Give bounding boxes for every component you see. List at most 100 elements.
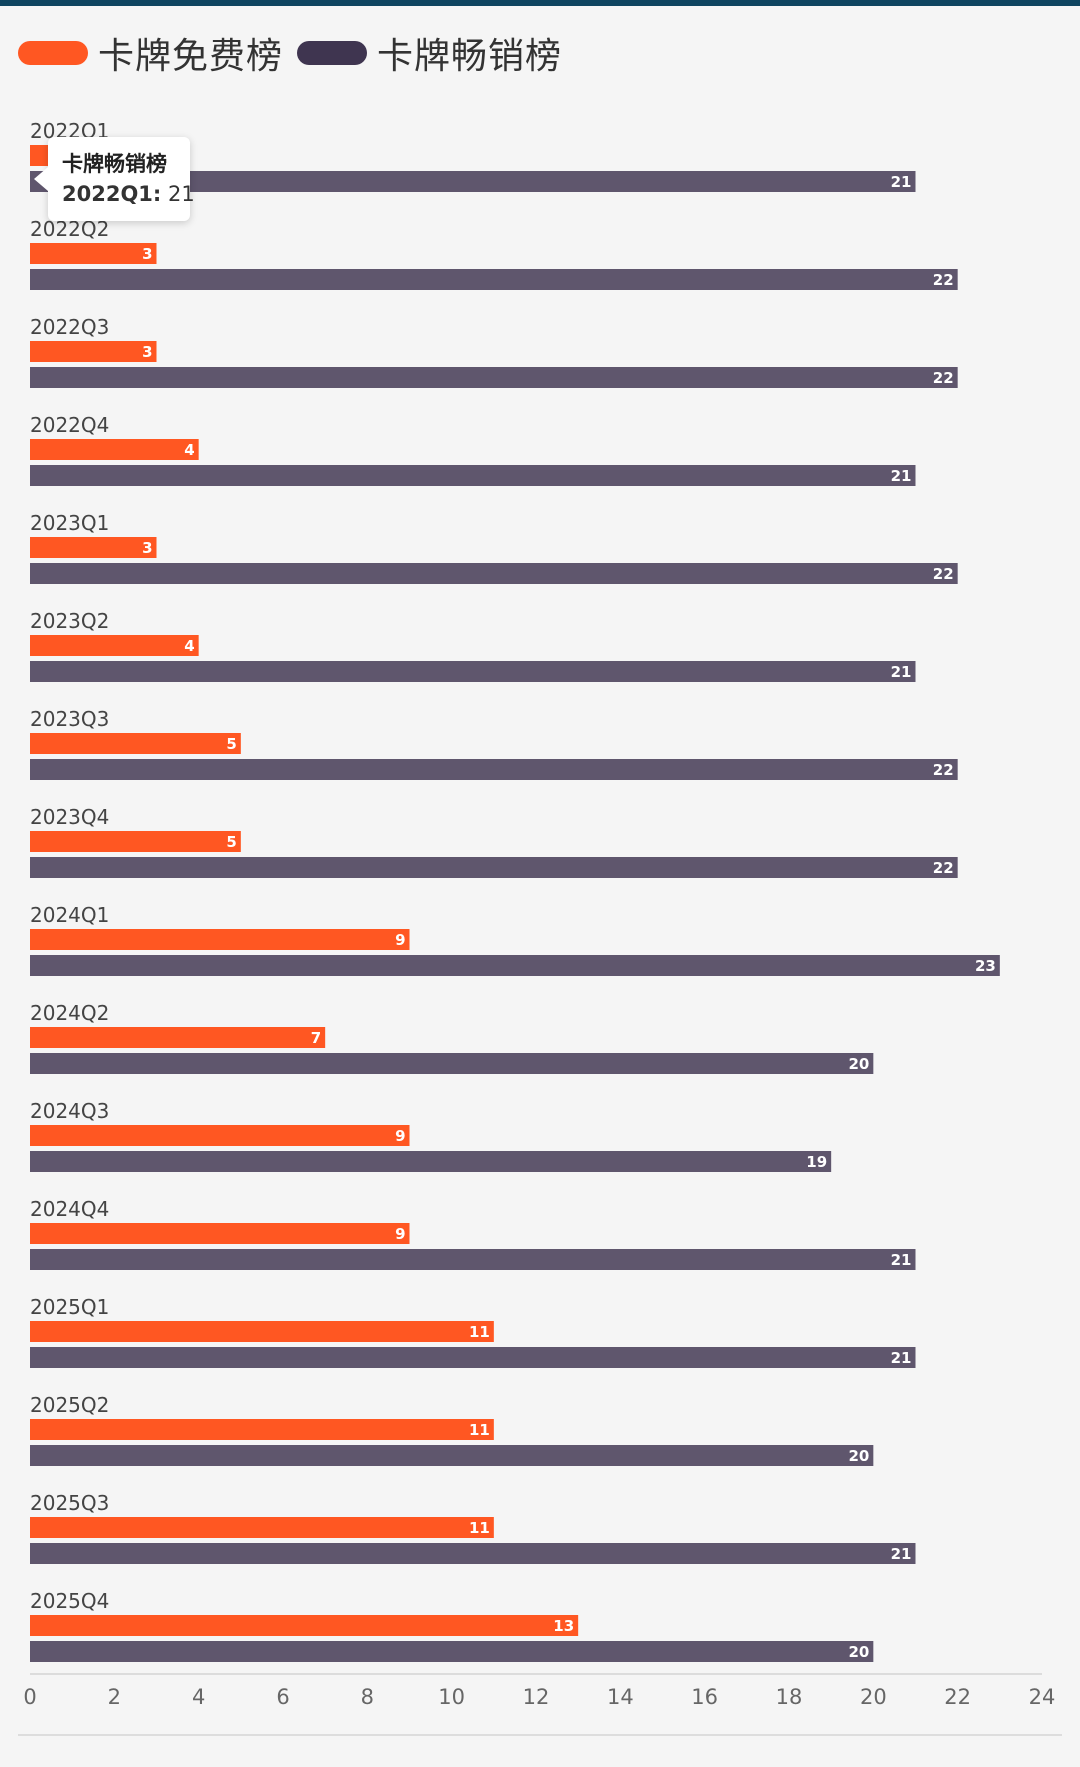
x-tick-label: 20 bbox=[860, 1685, 887, 1709]
x-tick-label: 16 bbox=[691, 1685, 718, 1709]
bar-free bbox=[30, 439, 199, 460]
data-label-sales: 20 bbox=[848, 1055, 869, 1073]
bar-sales bbox=[30, 1347, 916, 1368]
x-tick-label: 8 bbox=[361, 1685, 374, 1709]
data-label-sales: 21 bbox=[891, 663, 912, 681]
tooltip-category: 2022Q1: bbox=[62, 182, 162, 206]
data-label-free: 4 bbox=[184, 637, 194, 655]
data-label-free: 11 bbox=[469, 1323, 490, 1341]
bar-sales bbox=[30, 465, 916, 486]
tooltip-value: 21 bbox=[168, 182, 195, 206]
legend-swatch-free bbox=[18, 41, 88, 65]
bar-free bbox=[30, 243, 157, 264]
category-label: 2025Q2 bbox=[30, 1393, 109, 1417]
data-label-free: 13 bbox=[553, 1617, 574, 1635]
data-label-free: 9 bbox=[395, 931, 405, 949]
data-label-sales: 22 bbox=[933, 859, 954, 877]
data-label-sales: 22 bbox=[933, 271, 954, 289]
bar-free bbox=[30, 1615, 579, 1636]
data-label-sales: 23 bbox=[975, 957, 996, 975]
data-label-sales: 21 bbox=[891, 1349, 912, 1367]
legend-item-sales[interactable]: 卡牌畅销榜 bbox=[297, 27, 562, 79]
data-label-free: 7 bbox=[311, 1029, 321, 1047]
bar-sales bbox=[30, 269, 958, 290]
chart-tooltip: 卡牌畅销榜 2022Q1: 21 bbox=[34, 137, 195, 221]
bar-free bbox=[30, 1517, 494, 1538]
x-tick-label: 12 bbox=[523, 1685, 550, 1709]
data-label-free: 9 bbox=[395, 1127, 405, 1145]
bar-sales bbox=[30, 661, 916, 682]
bar-sales bbox=[30, 171, 916, 192]
tooltip-line: 2022Q1: 21 bbox=[62, 179, 195, 209]
category-label: 2023Q1 bbox=[30, 511, 109, 535]
bar-sales bbox=[30, 1445, 874, 1466]
bar-sales bbox=[30, 857, 958, 878]
bar-free bbox=[30, 1223, 410, 1244]
data-label-free: 4 bbox=[184, 441, 194, 459]
bar-free bbox=[30, 831, 241, 852]
bar-free bbox=[30, 733, 241, 754]
data-label-sales: 21 bbox=[891, 1545, 912, 1563]
category-label: 2025Q3 bbox=[30, 1491, 109, 1515]
bar-sales bbox=[30, 1151, 832, 1172]
bottom-divider bbox=[18, 1734, 1062, 1736]
data-label-free: 11 bbox=[469, 1421, 490, 1439]
data-label-sales: 21 bbox=[891, 1251, 912, 1269]
legend-label-sales: 卡牌畅销榜 bbox=[377, 36, 563, 77]
bar-sales bbox=[30, 759, 958, 780]
bar-free bbox=[30, 1321, 494, 1342]
bar-sales bbox=[30, 367, 958, 388]
category-label: 2024Q4 bbox=[30, 1197, 109, 1221]
data-label-free: 3 bbox=[142, 539, 152, 557]
category-label: 2024Q2 bbox=[30, 1001, 109, 1025]
x-tick-label: 6 bbox=[276, 1685, 289, 1709]
bar-sales bbox=[30, 955, 1000, 976]
data-label-sales: 20 bbox=[848, 1643, 869, 1661]
category-label: 2022Q3 bbox=[30, 315, 109, 339]
data-label-free: 5 bbox=[226, 735, 236, 753]
legend-swatch-sales bbox=[297, 41, 368, 65]
bar-sales bbox=[30, 563, 958, 584]
category-label: 2022Q4 bbox=[30, 413, 109, 437]
x-tick-label: 22 bbox=[944, 1685, 971, 1709]
data-label-sales: 21 bbox=[891, 173, 912, 191]
category-label: 2023Q2 bbox=[30, 609, 109, 633]
chart-legend: 卡牌免费榜 卡牌畅销榜 bbox=[18, 27, 576, 79]
bar-free bbox=[30, 635, 199, 656]
top-accent-bar bbox=[0, 0, 1080, 6]
data-label-free: 3 bbox=[142, 245, 152, 263]
data-label-sales: 20 bbox=[848, 1447, 869, 1465]
legend-label-free: 卡牌免费榜 bbox=[98, 36, 284, 77]
x-tick-label: 14 bbox=[607, 1685, 634, 1709]
data-label-sales: 22 bbox=[933, 565, 954, 583]
category-label: 2025Q1 bbox=[30, 1295, 109, 1319]
x-tick-label: 4 bbox=[192, 1685, 205, 1709]
bar-free-stub bbox=[30, 145, 48, 166]
x-tick-label: 24 bbox=[1029, 1685, 1056, 1709]
bar-sales bbox=[30, 1053, 874, 1074]
data-label-sales: 19 bbox=[806, 1153, 827, 1171]
data-label-free: 9 bbox=[395, 1225, 405, 1243]
x-tick-label: 2 bbox=[108, 1685, 121, 1709]
bar-sales bbox=[30, 1543, 916, 1564]
bar-free bbox=[30, 1125, 410, 1146]
data-label-free: 3 bbox=[142, 343, 152, 361]
bar-free bbox=[30, 1419, 494, 1440]
category-label: 2022Q2 bbox=[30, 217, 109, 241]
category-label: 2024Q1 bbox=[30, 903, 109, 927]
x-tick-label: 10 bbox=[438, 1685, 465, 1709]
data-label-sales: 22 bbox=[933, 761, 954, 779]
data-label-free: 11 bbox=[469, 1519, 490, 1537]
data-label-sales: 22 bbox=[933, 369, 954, 387]
legend-item-free[interactable]: 卡牌免费榜 bbox=[18, 27, 283, 79]
tooltip-series: 卡牌畅销榜 bbox=[62, 152, 167, 176]
bar-sales bbox=[30, 1641, 874, 1662]
category-label: 2023Q4 bbox=[30, 805, 109, 829]
x-tick-label: 18 bbox=[776, 1685, 803, 1709]
bar-free bbox=[30, 929, 410, 950]
bar-free bbox=[30, 1027, 326, 1048]
category-label: 2024Q3 bbox=[30, 1099, 109, 1123]
bar-sales bbox=[30, 1249, 916, 1270]
bar-free bbox=[30, 341, 157, 362]
